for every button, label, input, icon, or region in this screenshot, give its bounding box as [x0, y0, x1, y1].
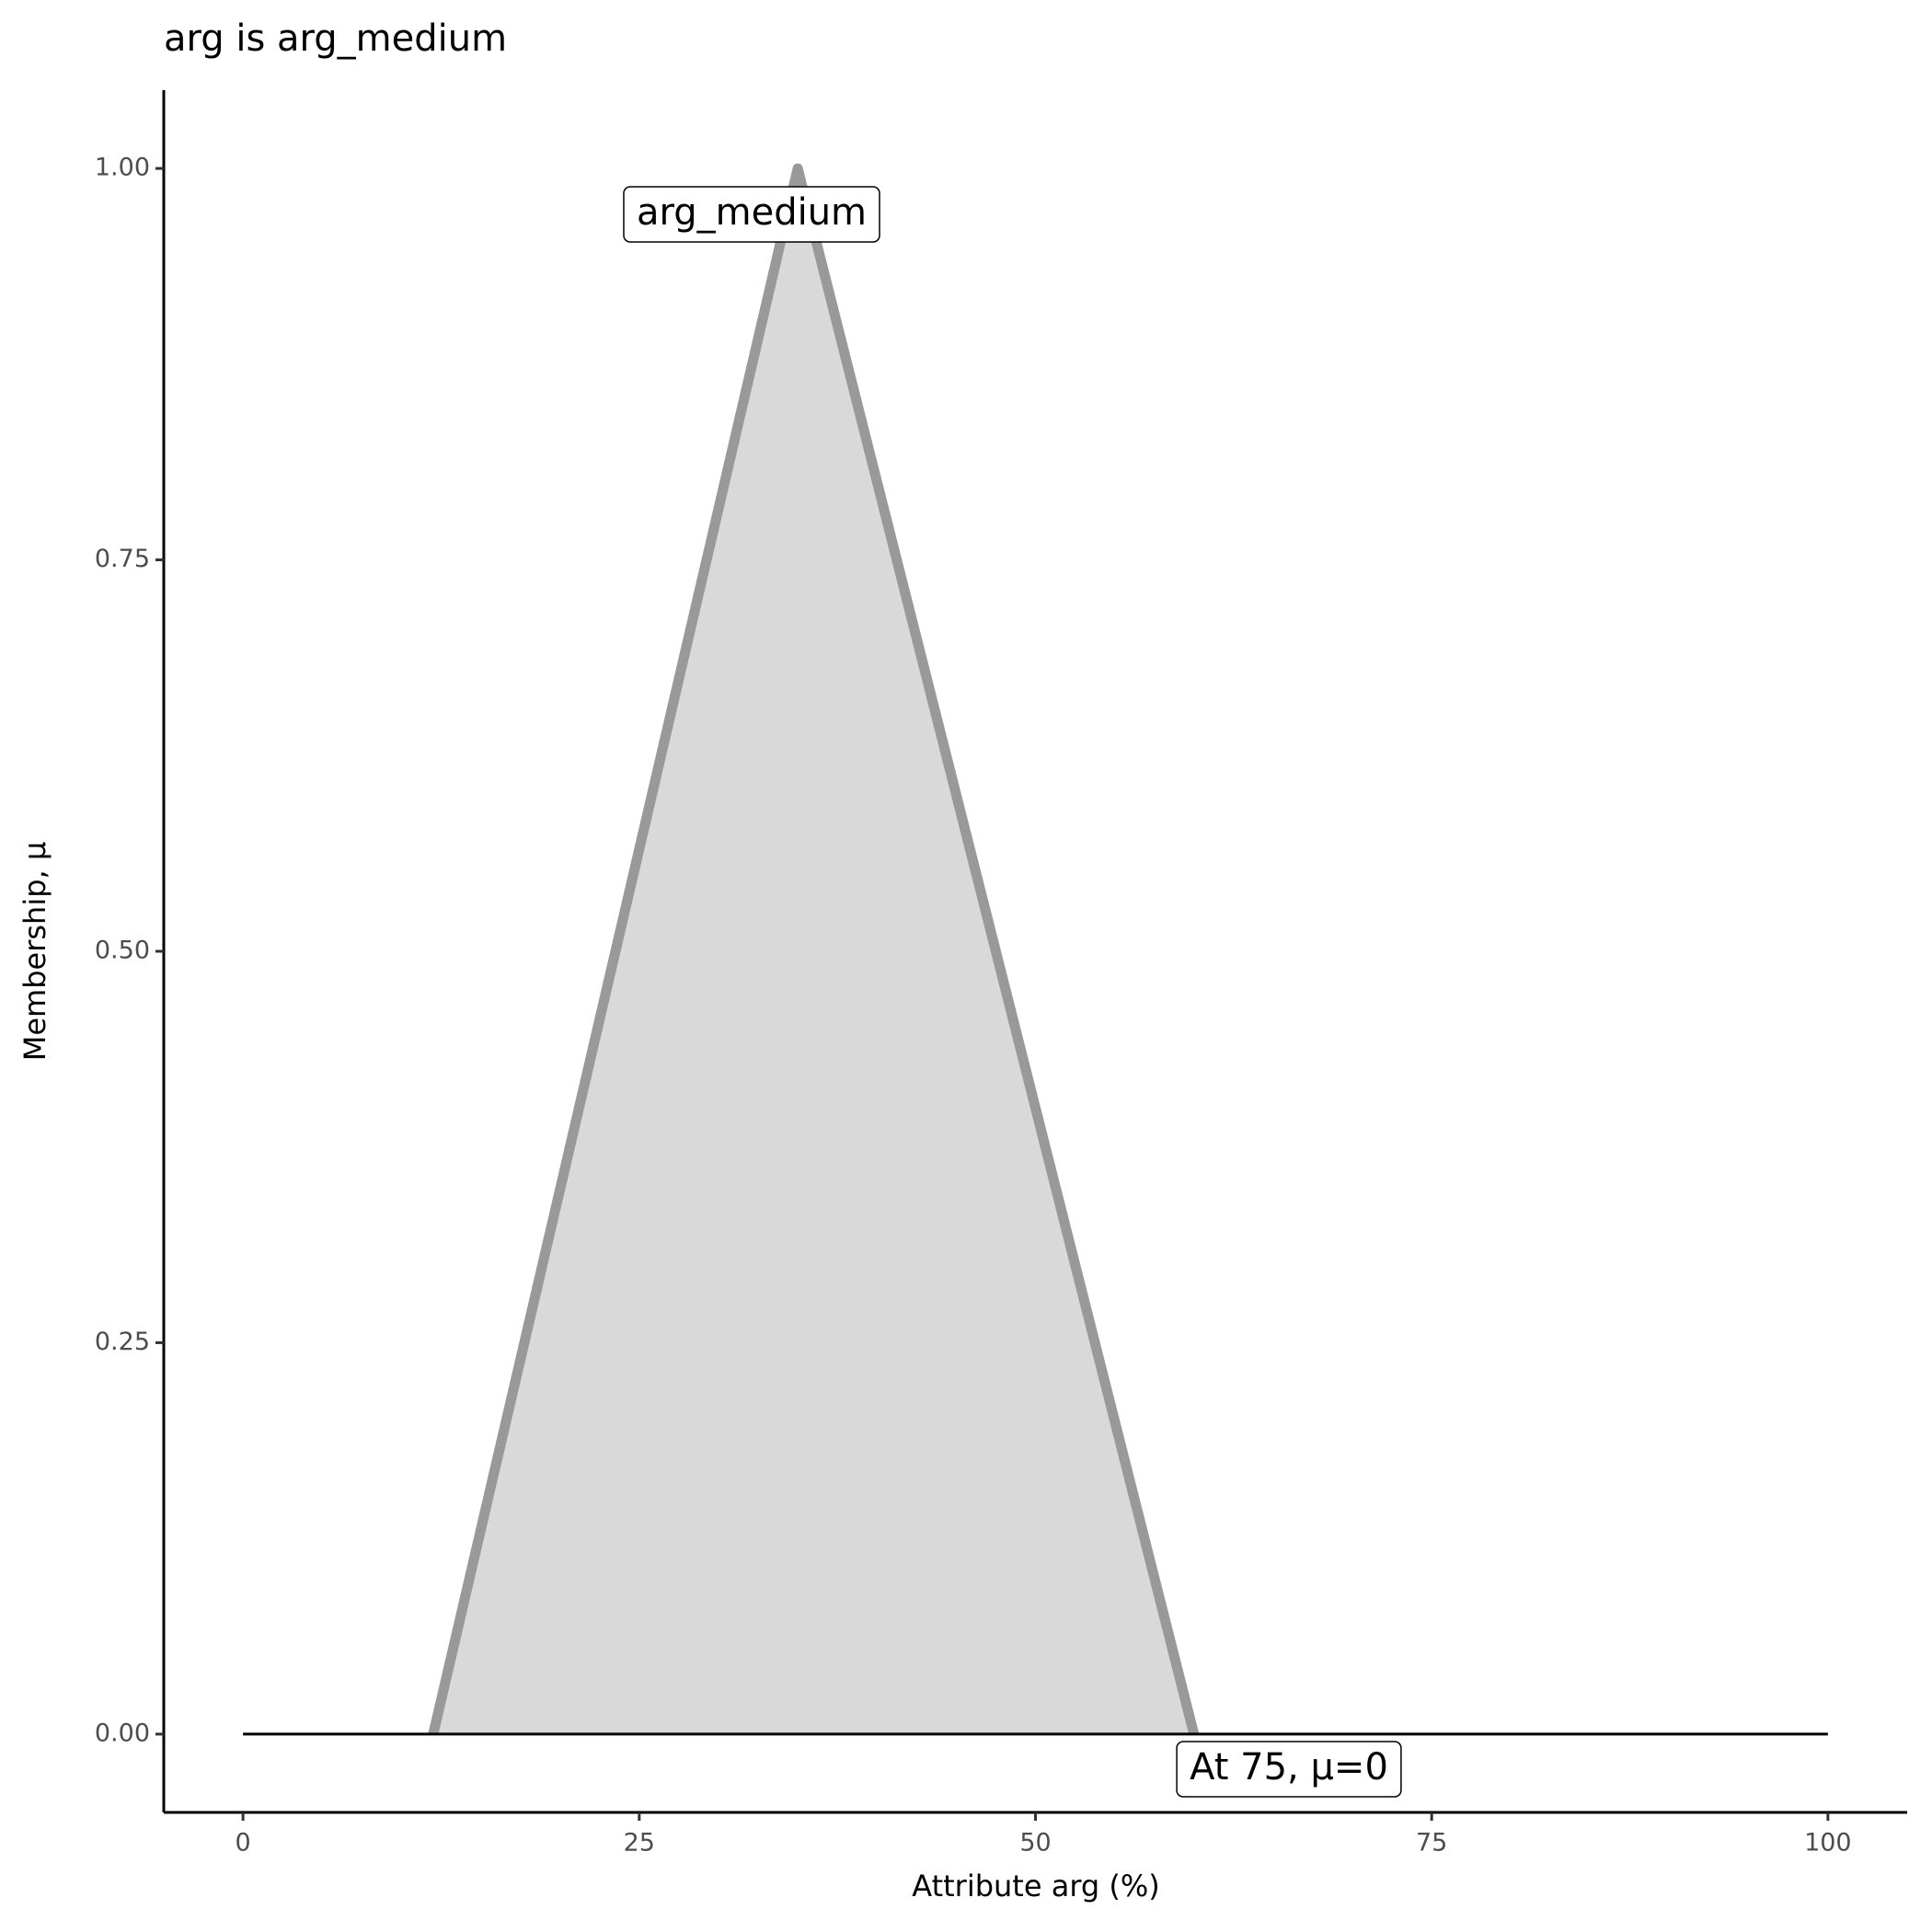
y-tick-label: 0.75	[95, 545, 150, 573]
x-axis-title: Attribute arg (%)	[912, 1869, 1160, 1903]
annotation: At 75, μ=0	[1176, 1741, 1402, 1798]
annotation-box	[623, 186, 880, 243]
x-tick-label: 0	[236, 1829, 251, 1857]
x-tick-label: 25	[624, 1829, 655, 1857]
annotation-box	[1176, 1741, 1402, 1798]
annotation-text: At 75, μ=0	[1190, 1746, 1388, 1788]
annotation: arg_medium	[623, 186, 880, 243]
y-axis-title: Membership, μ	[17, 842, 52, 1061]
x-tick-label: 100	[1804, 1829, 1852, 1857]
annotation-text: arg_medium	[637, 191, 867, 234]
y-tick-label: 1.00	[95, 154, 150, 182]
x-tick-label: 75	[1416, 1829, 1447, 1857]
membership-line	[428, 163, 1200, 1736]
y-tick-label: 0.25	[95, 1328, 150, 1356]
x-tick-label: 50	[1019, 1829, 1051, 1857]
y-tick-label: 0.00	[95, 1719, 150, 1747]
chart-title: arg is arg_medium	[164, 17, 507, 60]
y-tick-label: 0.50	[95, 937, 150, 965]
area-fill	[432, 168, 1194, 1734]
